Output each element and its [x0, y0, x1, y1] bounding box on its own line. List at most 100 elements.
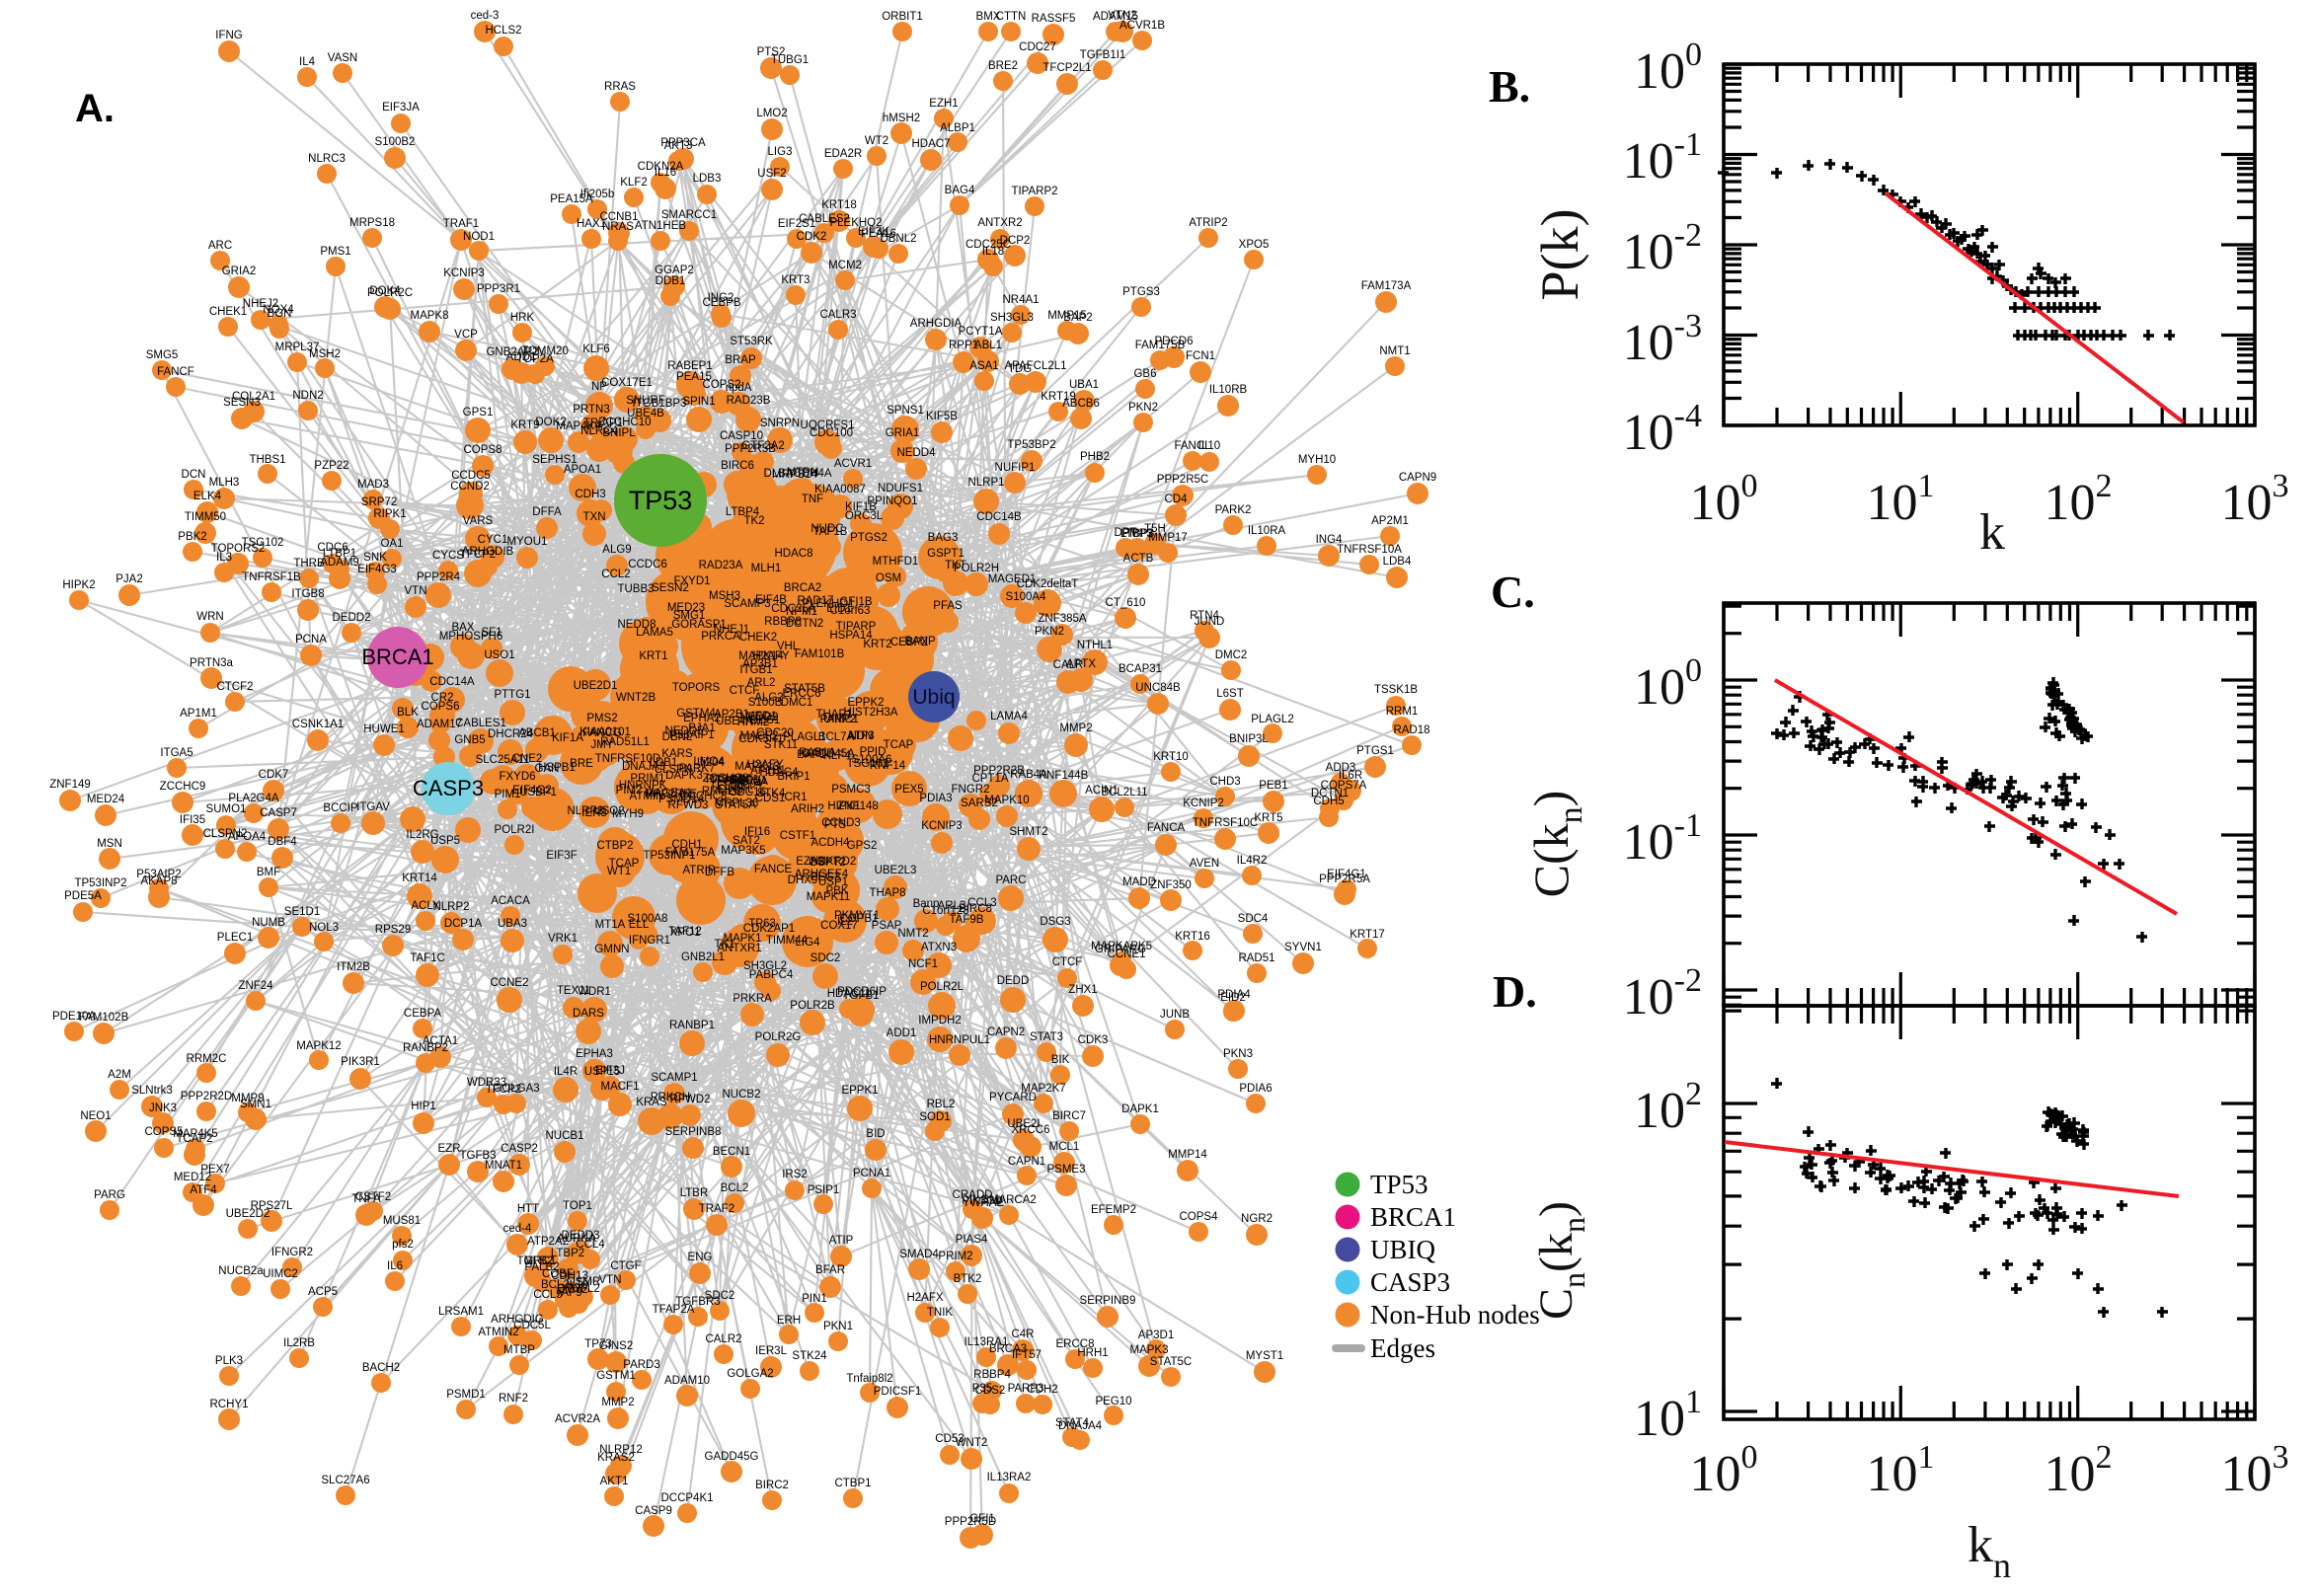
svg-text:SOD1: SOD1 [919, 1111, 950, 1123]
svg-text:VRK1: VRK1 [548, 933, 578, 945]
svg-text:TFAP2A: TFAP2A [653, 1304, 695, 1316]
svg-text:UBA1: UBA1 [1069, 379, 1099, 391]
svg-text:SDC4: SDC4 [1238, 913, 1269, 925]
svg-text:UIMC1: UIMC1 [823, 714, 859, 725]
svg-text:HIPK2: HIPK2 [62, 579, 95, 591]
svg-text:PDIA3: PDIA3 [919, 793, 952, 804]
svg-text:BLK: BLK [397, 707, 419, 719]
svg-text:CTCF: CTCF [1052, 956, 1083, 968]
svg-text:BMF: BMF [257, 867, 280, 878]
svg-text:CDK2AP1: CDK2AP1 [743, 923, 795, 935]
svg-text:FXYD6: FXYD6 [499, 771, 535, 783]
svg-text:ITGA5: ITGA5 [160, 747, 193, 759]
svg-text:RFWD3: RFWD3 [668, 799, 709, 811]
svg-text:IL13RA2: IL13RA2 [987, 1472, 1032, 1483]
svg-text:ANTXR1: ANTXR1 [717, 943, 761, 954]
svg-text:TCAP: TCAP [609, 858, 640, 870]
svg-text:SHMT2: SHMT2 [1010, 826, 1048, 838]
svg-text:RRM1: RRM1 [1386, 706, 1419, 718]
svg-text:CDC25A: CDC25A [771, 603, 816, 615]
svg-text:TSG101: TSG101 [847, 758, 889, 770]
svg-text:IFT57: IFT57 [1012, 1349, 1042, 1361]
svg-text:PLAGL1: PLAGL1 [783, 731, 825, 743]
svg-text:BRCA1: BRCA1 [1370, 1202, 1456, 1232]
svg-text:RBBP8: RBBP8 [764, 616, 802, 628]
svg-text:SMG1: SMG1 [673, 610, 706, 622]
svg-text:APOA4: APOA4 [228, 831, 267, 843]
svg-text:IL6: IL6 [387, 1260, 403, 1272]
svg-text:PEA15: PEA15 [676, 371, 712, 383]
svg-text:C4R: C4R [1011, 1329, 1034, 1340]
svg-text:DBNL2: DBNL2 [880, 233, 916, 245]
svg-text:PEG3: PEG3 [811, 872, 841, 883]
svg-text:EPPK1: EPPK1 [841, 1085, 878, 1097]
svg-text:TUBG1: TUBG1 [771, 54, 809, 66]
svg-text:TIMM44: TIMM44 [766, 935, 809, 947]
svg-text:NLRC3: NLRC3 [308, 153, 346, 165]
svg-text:ATP2A2: ATP2A2 [527, 1236, 569, 1248]
svg-text:MMP2: MMP2 [601, 1397, 634, 1408]
svg-text:FAM101B: FAM101B [795, 648, 845, 660]
svg-text:TAF9: TAF9 [555, 1287, 581, 1299]
svg-text:TFCP2: TFCP2 [486, 1084, 521, 1096]
svg-text:SYVN1: SYVN1 [1284, 942, 1322, 953]
svg-text:APTX: APTX [1066, 658, 1096, 670]
svg-text:MTPN: MTPN [787, 467, 819, 479]
svg-text:PABPC4: PABPC4 [749, 969, 794, 981]
svg-text:COX17: COX17 [820, 920, 858, 932]
svg-text:PZP22: PZP22 [314, 460, 348, 472]
svg-text:COPS4: COPS4 [1180, 1211, 1219, 1223]
svg-text:S100B2: S100B2 [375, 136, 416, 148]
svg-text:SLC25A11: SLC25A11 [476, 754, 530, 766]
svg-text:SNRPN: SNRPN [760, 418, 800, 429]
svg-text:MAPKAPK5: MAPKAPK5 [1091, 941, 1152, 952]
svg-text:MSH3: MSH3 [709, 590, 740, 602]
svg-text:IL6R: IL6R [1339, 770, 1362, 782]
svg-text:RTN4: RTN4 [1190, 610, 1219, 622]
svg-text:JMY: JMY [591, 739, 614, 751]
svg-text:IL2RG: IL2RG [406, 829, 438, 841]
svg-text:SPNS1: SPNS1 [887, 405, 924, 417]
svg-text:PDIA6: PDIA6 [1239, 1083, 1272, 1095]
svg-text:EIF2S1: EIF2S1 [778, 218, 815, 230]
svg-text:OSMR: OSMR [567, 1276, 601, 1288]
svg-text:CYC1: CYC1 [478, 534, 508, 546]
svg-text:NLRC4: NLRC4 [580, 425, 618, 437]
svg-text:FANCG: FANCG [582, 727, 622, 739]
svg-text:RAD18: RAD18 [1393, 724, 1429, 736]
svg-text:PPP2R5E: PPP2R5E [646, 789, 697, 800]
svg-text:A.: A. [75, 87, 115, 130]
svg-text:NUFIP1: NUFIP1 [995, 462, 1036, 474]
svg-text:WT1: WT1 [607, 866, 631, 877]
svg-text:TOMM20: TOMM20 [521, 345, 569, 357]
svg-text:PTGS2: PTGS2 [850, 532, 888, 544]
svg-text:AKT1: AKT1 [600, 1476, 629, 1487]
svg-text:PTTG1: PTTG1 [494, 689, 530, 701]
svg-text:VTN2: VTN2 [1108, 10, 1136, 22]
svg-text:PPP2R2D: PPP2R2D [181, 1091, 232, 1102]
svg-text:JNK3: JNK3 [149, 1102, 177, 1114]
svg-text:FANCA: FANCA [1147, 822, 1186, 834]
svg-text:PHB2: PHB2 [1080, 451, 1110, 463]
svg-text:CDKN2A: CDKN2A [638, 161, 684, 173]
svg-text:TGFB2: TGFB2 [516, 1255, 553, 1267]
svg-text:PEA16: PEA16 [861, 228, 896, 240]
svg-text:SPIN1: SPIN1 [682, 396, 715, 408]
svg-text:ARC: ARC [208, 240, 232, 252]
svg-text:POLR2G: POLR2G [755, 1031, 802, 1043]
svg-text:BRE2: BRE2 [988, 60, 1018, 72]
svg-text:TP53INP1: TP53INP1 [643, 850, 695, 862]
svg-text:HDAC8: HDAC8 [775, 548, 813, 560]
svg-text:MACF1: MACF1 [601, 1081, 640, 1093]
svg-text:NUCB2a: NUCB2a [218, 1265, 264, 1277]
svg-text:HIP1: HIP1 [411, 1101, 436, 1112]
svg-text:ZCCHC8: ZCCHC8 [703, 773, 749, 785]
svg-text:NUCB1: NUCB1 [546, 1130, 584, 1142]
svg-text:FAM175A: FAM175A [665, 847, 716, 859]
svg-text:DCP2: DCP2 [1000, 235, 1031, 247]
svg-text:COPS6: COPS6 [422, 701, 460, 713]
svg-text:POLR2H: POLR2H [954, 563, 999, 574]
svg-text:MAPK11: MAPK11 [807, 891, 851, 903]
svg-text:CHEK1: CHEK1 [209, 306, 247, 318]
svg-text:THBS1: THBS1 [249, 454, 285, 466]
